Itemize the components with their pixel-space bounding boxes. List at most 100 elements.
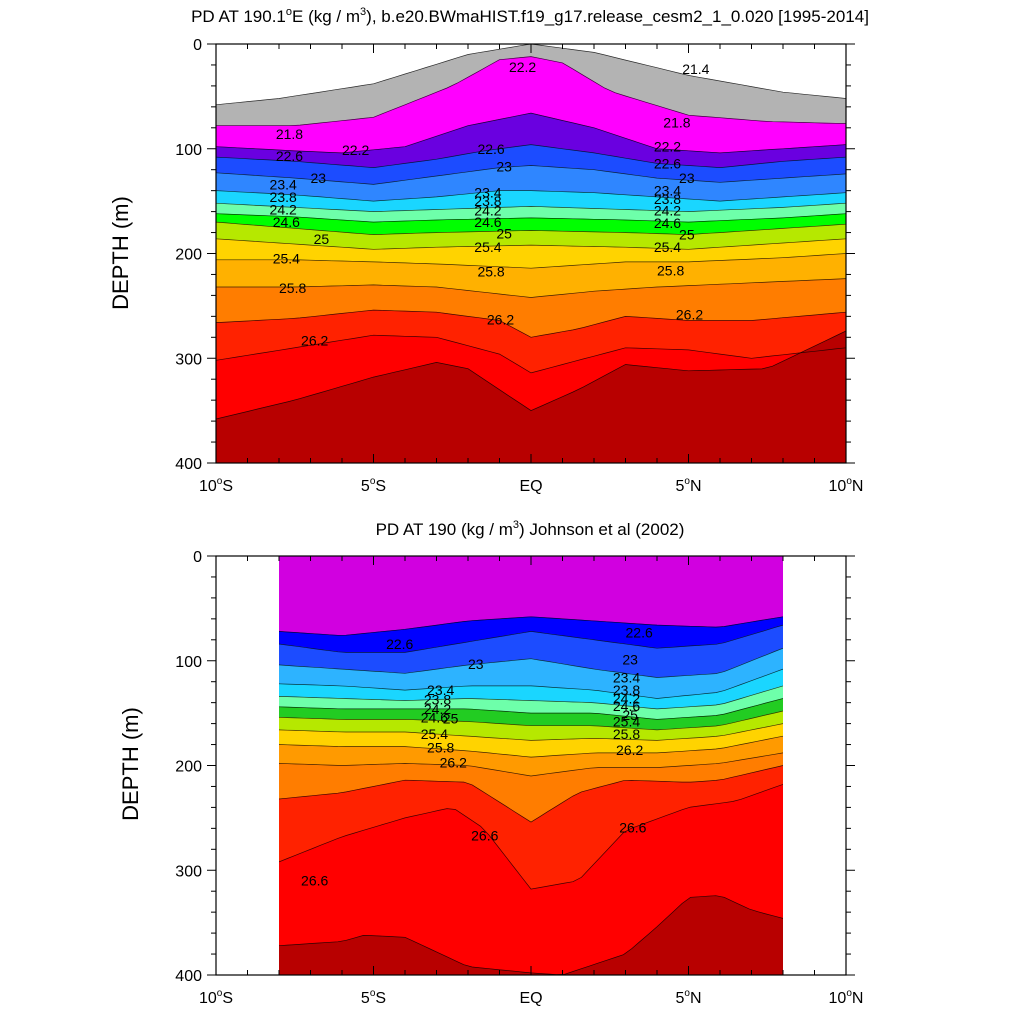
contour-label: 25.8 bbox=[279, 280, 306, 296]
isopycnal-line bbox=[216, 238, 846, 250]
isopycnal-line bbox=[279, 765, 783, 823]
contour-label: 22.6 bbox=[386, 636, 413, 652]
isopycnal-line bbox=[279, 624, 783, 653]
y-tick-label: 0 bbox=[193, 549, 202, 566]
contour-label: 24.2 bbox=[654, 203, 681, 219]
contour-label: 25 bbox=[622, 707, 638, 723]
contour-label: 23.8 bbox=[424, 692, 451, 708]
y-tick-label: 400 bbox=[175, 968, 202, 985]
contour-label: 23.4 bbox=[474, 185, 501, 201]
contour-label: 23 bbox=[679, 170, 695, 186]
x-tick-label: 5oN bbox=[675, 988, 701, 1007]
contour-label: 25.4 bbox=[654, 239, 681, 255]
contour-label: 26.2 bbox=[616, 742, 643, 758]
y-tick-label: 300 bbox=[175, 863, 202, 880]
contour-label: 25 bbox=[443, 710, 459, 726]
contour-label: 23 bbox=[622, 652, 638, 668]
x-tick-label: 10oS bbox=[199, 476, 233, 495]
panel-title: PD AT 190 (kg / m3) Johnson et al (2002) bbox=[376, 519, 685, 539]
x-tick-label: 10oN bbox=[829, 988, 864, 1007]
contour-label: 24.6 bbox=[421, 709, 448, 725]
contour-label: 23.8 bbox=[474, 193, 501, 209]
contour-label: 21.8 bbox=[663, 115, 690, 131]
isopycnal-line bbox=[279, 723, 783, 741]
contour-label: 22.2 bbox=[342, 142, 369, 158]
contour-label: 26.2 bbox=[487, 311, 514, 327]
contour-label: 22.6 bbox=[626, 624, 653, 640]
isopycnal-line bbox=[279, 616, 783, 636]
panel-observations: PD AT 190 (kg / m3) Johnson et al (2002)… bbox=[118, 519, 863, 1007]
contour-label: 22.2 bbox=[654, 139, 681, 155]
isopycnal-line bbox=[216, 213, 846, 223]
axes: 0 100 200 300 400 10oS 5oS EQ 5oN 10oN bbox=[175, 37, 863, 495]
y-tick-label: 100 bbox=[175, 142, 202, 159]
isopycnal-line bbox=[216, 330, 846, 420]
contour-label: 25.8 bbox=[427, 740, 454, 756]
contour-label: 24.2 bbox=[270, 202, 297, 218]
isopycnal-line bbox=[279, 668, 783, 699]
contour-label: 21.4 bbox=[682, 61, 709, 77]
contour-label: 24.6 bbox=[474, 214, 501, 230]
contour-label: 25 bbox=[679, 227, 695, 243]
y-axis-title: DEPTH (m) bbox=[118, 707, 143, 821]
x-tick-label: 5oN bbox=[675, 476, 701, 495]
x-tick-label: 10oN bbox=[829, 476, 864, 495]
contour-label: 24.2 bbox=[613, 690, 640, 706]
isopycnal-line bbox=[279, 784, 783, 890]
contour-label: 23.8 bbox=[270, 189, 297, 205]
y-tick-label: 400 bbox=[175, 456, 202, 473]
contour-label: 25.8 bbox=[613, 726, 640, 742]
contour-label: 23.8 bbox=[654, 191, 681, 207]
contour-label: 23.4 bbox=[654, 183, 681, 199]
isopycnal-line bbox=[216, 190, 846, 202]
contour-label: 22.6 bbox=[276, 148, 303, 164]
contour-label: 26.6 bbox=[471, 828, 498, 844]
isopycnal-line bbox=[216, 309, 846, 338]
contour-label: 25.8 bbox=[657, 262, 684, 278]
x-tick-label: EQ bbox=[519, 990, 542, 1007]
contour-label: 24.6 bbox=[654, 215, 681, 231]
contour-label: 26.2 bbox=[676, 306, 703, 322]
contour-label: 22.6 bbox=[477, 141, 504, 157]
y-tick-label: 200 bbox=[175, 247, 202, 264]
contour-label: 25 bbox=[314, 231, 330, 247]
contour-label: 25 bbox=[496, 226, 512, 242]
contour-label: 24.2 bbox=[474, 203, 501, 219]
contour-label: 23.4 bbox=[270, 176, 297, 192]
contour-label: 23.8 bbox=[613, 682, 640, 698]
contour-label: 21.8 bbox=[276, 126, 303, 142]
y-axis-title: DEPTH (m) bbox=[108, 196, 133, 310]
isopycnal-line bbox=[279, 698, 783, 720]
contour-label: 22.6 bbox=[654, 155, 681, 171]
contour-label: 23 bbox=[496, 159, 512, 175]
contour-label: 24.6 bbox=[613, 698, 640, 714]
isopycnal-line bbox=[216, 253, 846, 269]
isopycnal-line bbox=[279, 685, 783, 710]
plot-area: 22.2 21.421.822.221.822.6 22.6 22.222.62323… bbox=[216, 44, 846, 463]
isopycnal-line bbox=[279, 752, 783, 777]
contour-label: 23 bbox=[311, 170, 327, 186]
isopycnal-line bbox=[216, 221, 846, 235]
x-tick-label: 5oS bbox=[361, 476, 386, 495]
contour-label: 26.6 bbox=[301, 873, 328, 889]
y-tick-label: 200 bbox=[175, 759, 202, 776]
axes: 0 100 200 300 400 10oS 5oS EQ 5oN 10oN bbox=[175, 549, 863, 1007]
isopycnal-line bbox=[216, 144, 846, 168]
plot-area: 22.622.623 2323.423.423.823.824.224.224.6… bbox=[279, 556, 783, 975]
x-tick-label: EQ bbox=[519, 478, 542, 495]
x-tick-label: 5oS bbox=[361, 988, 386, 1007]
contour-label: 25.4 bbox=[273, 251, 300, 267]
isopycnal-line bbox=[216, 278, 846, 298]
isopycnal-line bbox=[216, 112, 846, 154]
isopycnal-line bbox=[279, 735, 783, 758]
contour-label: 26.2 bbox=[301, 332, 328, 348]
contour-label: 25.4 bbox=[613, 714, 640, 730]
contour-label: 25.4 bbox=[421, 726, 448, 742]
contour-label: 25.4 bbox=[474, 239, 501, 255]
isopycnal-line bbox=[216, 165, 846, 185]
panel-model: PD AT 190.1oE (kg / m3), b.e20.BWmaHIST.… bbox=[108, 6, 869, 495]
contour-label: 24.2 bbox=[424, 701, 451, 717]
contour-label: 26.2 bbox=[440, 754, 467, 770]
isopycnal-line bbox=[216, 334, 846, 374]
